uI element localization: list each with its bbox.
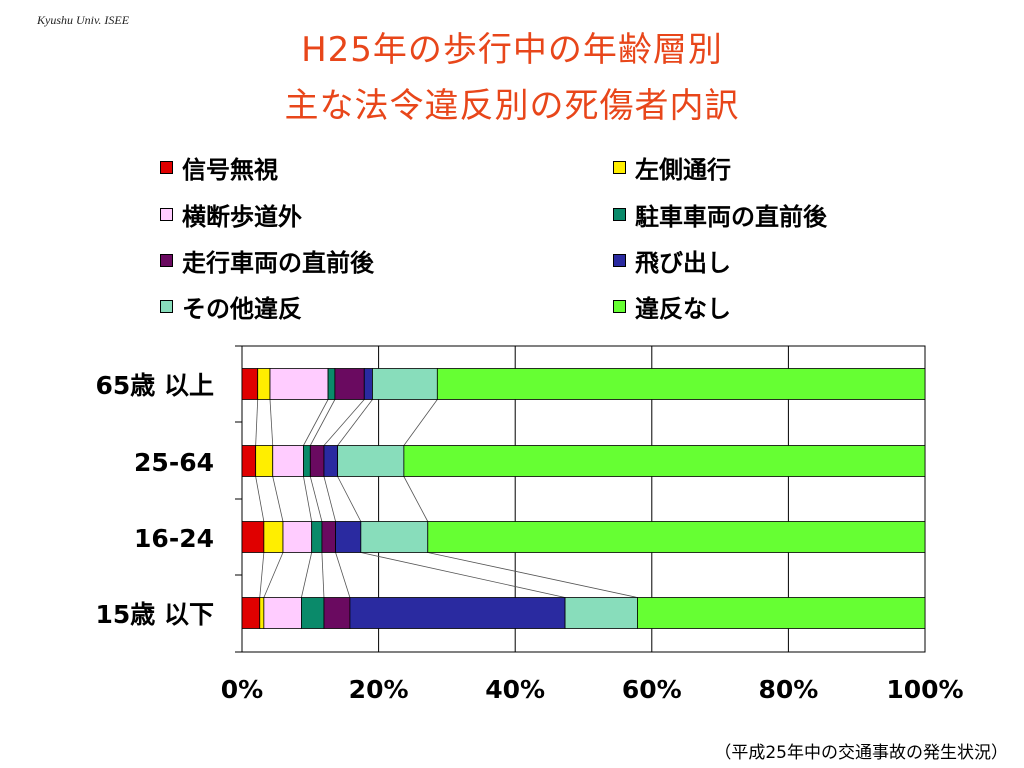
bar-segment-2-2 [282, 521, 313, 553]
bar-segment-3-7 [637, 597, 926, 629]
chart-title-line-1: H25年の歩行中の年齢層別 [301, 30, 723, 70]
bar-segment-0-3 [327, 368, 336, 400]
category-label-2: 16-24 [134, 524, 214, 553]
bar-segment-1-4 [309, 445, 325, 477]
bar-segment-0-0 [241, 368, 259, 400]
series-line-0-1 [255, 399, 259, 446]
legend-swatch-left-walk [613, 160, 626, 174]
series-connector-layer [255, 399, 638, 598]
category-label-0: 65歳 以上 [96, 371, 215, 400]
bar-segment-3-5 [349, 597, 566, 629]
legend-item-no-violation: 違反なし [613, 291, 731, 323]
bar-segment-0-5 [363, 368, 373, 400]
series-line-2-3 [301, 552, 313, 598]
bar-segment-0-7 [436, 368, 926, 400]
bar-segment-3-2 [263, 597, 302, 629]
legend-label-crosswalk: 横断歩道外 [182, 202, 302, 231]
legend-swatch-other-violation [160, 299, 173, 313]
legend-item-left-walk: 左側通行 [613, 152, 731, 184]
bar-segment-0-4 [334, 368, 365, 400]
bar-segment-1-7 [403, 445, 926, 477]
series-line-2-6 [360, 552, 566, 598]
legend-swatch-parked-vehicle [613, 207, 626, 221]
bar-segment-2-4 [321, 521, 336, 553]
series-line-0-5 [323, 399, 365, 446]
series-line-1-3 [303, 476, 313, 522]
x-tick-label-1: 20% [349, 675, 409, 704]
legend-swatch-dash-out [613, 253, 626, 267]
bar-segment-2-5 [335, 521, 362, 553]
legend-item-moving-vehicle: 走行車両の直前後 [160, 245, 374, 277]
series-line-0-2 [269, 399, 274, 446]
axis-layer [235, 345, 242, 653]
bar-segment-1-2 [272, 445, 304, 477]
series-line-2-2 [263, 552, 284, 598]
x-tick-label-3: 60% [622, 675, 682, 704]
series-line-2-4 [321, 552, 325, 598]
bar-segment-2-7 [427, 521, 926, 553]
legend-item-crosswalk: 横断歩道外 [160, 199, 302, 231]
series-line-1-4 [309, 476, 323, 522]
bar-segment-2-3 [311, 521, 323, 553]
bar-segment-0-6 [372, 368, 438, 400]
bar-segment-3-0 [241, 597, 261, 629]
bar-segment-1-5 [323, 445, 339, 477]
legend-swatch-moving-vehicle [160, 253, 173, 267]
bar-segment-1-0 [241, 445, 257, 477]
x-tick-label-2: 40% [485, 675, 545, 704]
bar-segment-3-1 [259, 597, 265, 629]
legend-item-dash-out: 飛び出し [613, 245, 731, 277]
bar-segment-0-2 [269, 368, 329, 400]
series-line-2-5 [335, 552, 351, 598]
legend-item-signal: 信号無視 [160, 152, 278, 184]
legend-label-dash-out: 飛び出し [635, 248, 731, 277]
series-line-1-2 [272, 476, 284, 522]
chart-title-line-2: 主な法令違反別の死傷者内訳 [284, 86, 740, 126]
legend-label-signal: 信号無視 [182, 155, 278, 184]
legend-label-moving-vehicle: 走行車両の直前後 [182, 248, 374, 277]
bar-segment-1-3 [303, 445, 311, 477]
legend-label-left-walk: 左側通行 [635, 155, 731, 184]
series-line-0-6 [337, 399, 373, 446]
x-tick-label-0: 0% [221, 675, 263, 704]
x-tick-label-5: 100% [886, 675, 963, 704]
legend-swatch-crosswalk [160, 207, 173, 221]
series-line-2-1 [259, 552, 265, 598]
bar-segment-0-1 [257, 368, 271, 400]
category-label-1: 25-64 [134, 448, 214, 477]
x-tick-label-4: 80% [758, 675, 818, 704]
bar-segment-1-6 [337, 445, 405, 477]
series-line-1-5 [323, 476, 336, 522]
category-label-3: 15歳 以下 [96, 600, 215, 629]
bar-segment-2-0 [241, 521, 265, 553]
label-layer: 65歳 以上 25-64 16-24 15歳 以下 0% 20% 40% 60% 80% 100% [96, 371, 964, 704]
legend-item-parked-vehicle: 駐車車両の直前後 [613, 199, 827, 231]
series-line-0-3 [303, 399, 329, 446]
bar-segment-3-6 [564, 597, 638, 629]
series-line-0-7 [403, 399, 438, 446]
bar-segment-3-4 [323, 597, 351, 629]
bar-segment-2-6 [360, 521, 429, 553]
series-line-1-6 [337, 476, 362, 522]
series-line-2-7 [427, 552, 638, 598]
legend-swatch-signal [160, 160, 173, 174]
legend-item-other-violation: その他違反 [160, 291, 302, 323]
legend-label-no-violation: 違反なし [635, 294, 731, 323]
series-line-1-1 [255, 476, 265, 522]
bar-layer [241, 368, 926, 629]
series-line-1-7 [403, 476, 429, 522]
legend-swatch-no-violation [613, 299, 626, 313]
bar-segment-2-1 [263, 521, 284, 553]
credit-label: Kyushu Univ. ISEE [37, 13, 130, 27]
source-note: （平成25年中の交通事故の発生状況） [714, 743, 1008, 763]
legend-label-other-violation: その他違反 [182, 294, 302, 323]
legend-label-parked-vehicle: 駐車車両の直前後 [635, 202, 827, 231]
series-line-0-4 [309, 399, 336, 446]
bar-segment-1-1 [255, 445, 274, 477]
bar-segment-3-3 [301, 597, 325, 629]
